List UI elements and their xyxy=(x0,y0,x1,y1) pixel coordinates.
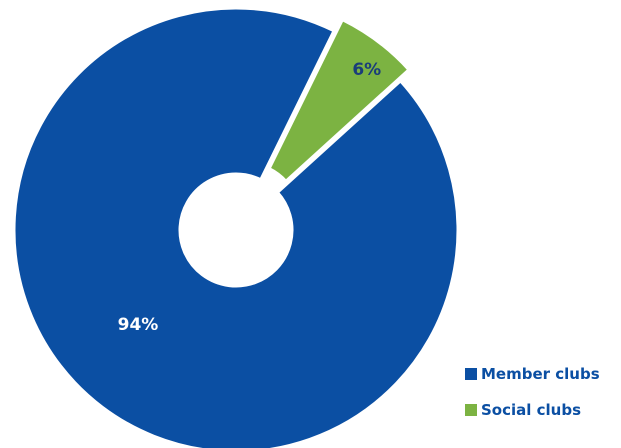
legend: Member clubs Social clubs xyxy=(465,365,600,437)
slice-member-clubs xyxy=(12,6,460,448)
legend-swatch-social-clubs xyxy=(465,404,477,416)
slice-label-social-clubs: 6% xyxy=(352,60,381,80)
legend-label-social-clubs: Social clubs xyxy=(481,401,582,419)
legend-item-member-clubs: Member clubs xyxy=(465,365,600,383)
legend-item-social-clubs: Social clubs xyxy=(465,401,600,419)
slice-social-clubs xyxy=(267,17,412,184)
slice-label-member-clubs: 94% xyxy=(118,315,159,335)
legend-swatch-member-clubs xyxy=(465,368,477,380)
legend-label-member-clubs: Member clubs xyxy=(481,365,600,383)
